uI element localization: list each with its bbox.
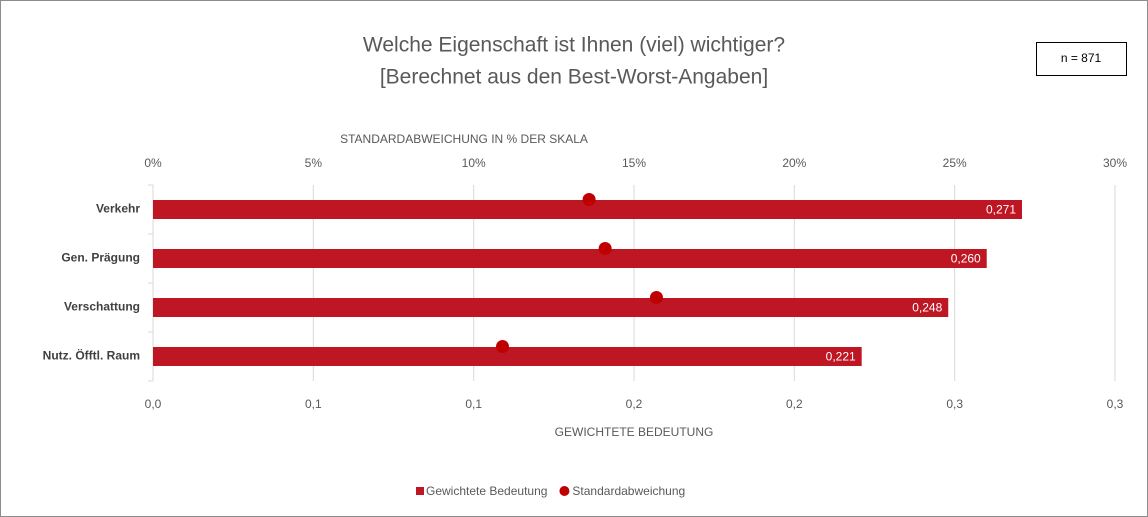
bar: [153, 347, 862, 366]
y-tick-label: Nutz. Öfftl. Raum: [43, 348, 140, 363]
legend-swatch: [416, 487, 424, 495]
x2-tick-label: 5%: [305, 156, 323, 170]
x-tick-label: 0,2: [786, 397, 803, 411]
value-label: 0,271: [986, 203, 1016, 217]
value-label: 0,260: [951, 252, 981, 266]
bar: [153, 298, 949, 317]
x-axis-label: GEWICHTETE BEDEUTUNG: [555, 425, 714, 439]
x2-tick-label: 20%: [782, 156, 806, 170]
legend-label: Standardabweichung: [572, 484, 685, 498]
x-tick-label: 0,3: [1107, 397, 1124, 411]
x-tick-label: 0,1: [305, 397, 322, 411]
point: [496, 340, 510, 353]
bar: [153, 249, 987, 268]
x-tick-label: 0,3: [946, 397, 963, 411]
chart-subtitle: [Berechnet aus den Best-Worst-Angaben]: [380, 66, 768, 89]
annotation-box: [1036, 42, 1127, 76]
x-tick-label: 0,0: [145, 397, 162, 411]
y-tick-label: Verkehr: [96, 202, 140, 216]
legend-label: Gewichtete Bedeutung: [426, 484, 547, 498]
annotation: n = 871: [1061, 51, 1102, 65]
x2-axis-label: STANDARDABWEICHUNG IN % DER SKALA: [340, 132, 588, 146]
chart-title: Welche Eigenschaft ist Ihnen (viel) wich…: [363, 34, 785, 57]
bar: [153, 200, 1023, 219]
point: [582, 193, 596, 206]
x2-tick-label: 25%: [943, 156, 967, 170]
x2-tick-label: 30%: [1103, 156, 1127, 170]
x-tick-label: 0,1: [465, 397, 482, 411]
x-tick-label: 0,2: [626, 397, 643, 411]
legend-swatch: [559, 486, 570, 496]
y-tick-label: Gen. Prägung: [61, 251, 140, 265]
point: [598, 242, 612, 255]
value-label: 0,221: [826, 350, 856, 364]
y-tick-label: Verschattung: [64, 300, 140, 314]
value-label: 0,248: [912, 301, 942, 315]
point: [649, 291, 663, 304]
x2-tick-label: 15%: [622, 156, 646, 170]
x2-tick-label: 10%: [462, 156, 486, 170]
x2-tick-label: 0%: [144, 156, 162, 170]
